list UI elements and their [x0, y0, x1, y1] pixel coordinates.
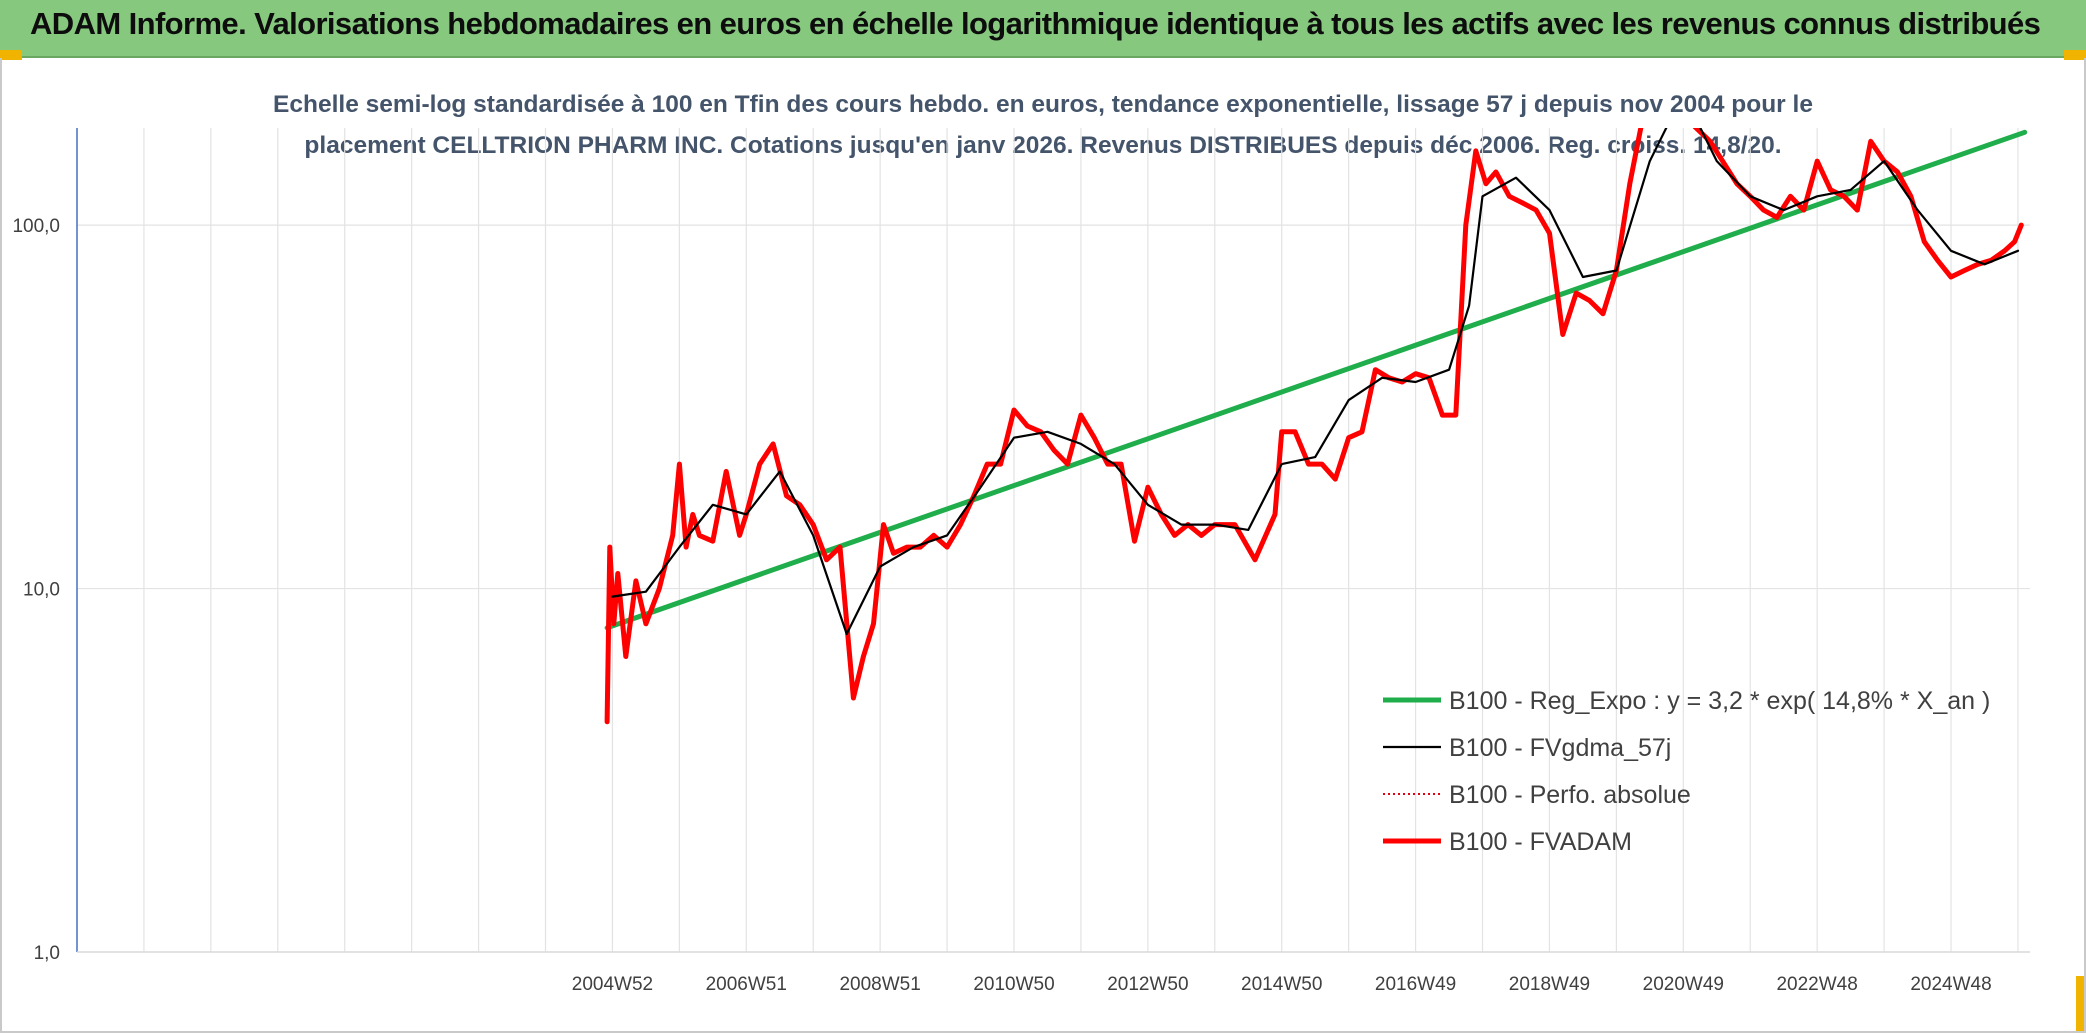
legend-label-3: B100 - FVADAM [1449, 828, 1632, 856]
legend-label-0: B100 - Reg_Expo : y = 3,2 * exp( 14,8% *… [1449, 687, 1990, 715]
x-tick-label: 2016W49 [1375, 974, 1456, 995]
y-tick-label: 100,0 [12, 216, 60, 237]
horizontal-gridlines [77, 224, 2030, 590]
series-line-1 [611, 128, 2020, 636]
x-tick-label: 2024W48 [1910, 974, 1991, 995]
x-tick-label: 2022W48 [1776, 974, 1857, 995]
corner-marker-top-right [2064, 50, 2086, 60]
x-tick-label: 2004W52 [572, 974, 653, 995]
y-tick-label: 1,0 [34, 943, 60, 964]
x-tick-label: 2014W50 [1241, 974, 1322, 995]
legend: B100 - Reg_Expo : y = 3,2 * exp( 14,8% *… [1383, 687, 1990, 856]
y-tick-labels: 1,0 10,0 100,0 [12, 216, 60, 964]
x-tick-label: 2012W50 [1107, 974, 1188, 995]
series-line-0 [604, 129, 2028, 631]
chart-frame [0, 58, 2086, 1033]
report-title: ADAM Informe. Valorisations hebdomadaire… [30, 6, 2041, 41]
corner-marker-top-left [0, 50, 22, 60]
legend-label-2: B100 - Perfo. absolue [1449, 781, 1691, 809]
x-tick-label: 2010W50 [973, 974, 1054, 995]
x-tick-labels: 2004W52 2006W51 2008W51 2010W50 2012W50 2014W… [572, 974, 1992, 995]
chart-subtitle-line-1: Echelle semi-log standardisée à 100 en T… [273, 91, 1813, 118]
series-layer [604, 128, 2028, 725]
chart-subtitle-line-2: placement CELLTRION PHARM INC. Cotations… [304, 132, 1781, 159]
legend-label-1: B100 - FVgdma_57j [1449, 734, 1671, 762]
y-tick-label: 10,0 [23, 580, 60, 601]
x-tick-label: 2020W49 [1643, 974, 1724, 995]
corner-marker-bottom-right [2076, 976, 2086, 1033]
x-tick-label: 2006W51 [706, 974, 787, 995]
x-tick-label: 2008W51 [839, 974, 920, 995]
x-tick-label: 2018W49 [1509, 974, 1590, 995]
header-banner: ADAM Informe. Valorisations hebdomadaire… [0, 0, 2086, 58]
vertical-gridlines [143, 128, 2019, 952]
